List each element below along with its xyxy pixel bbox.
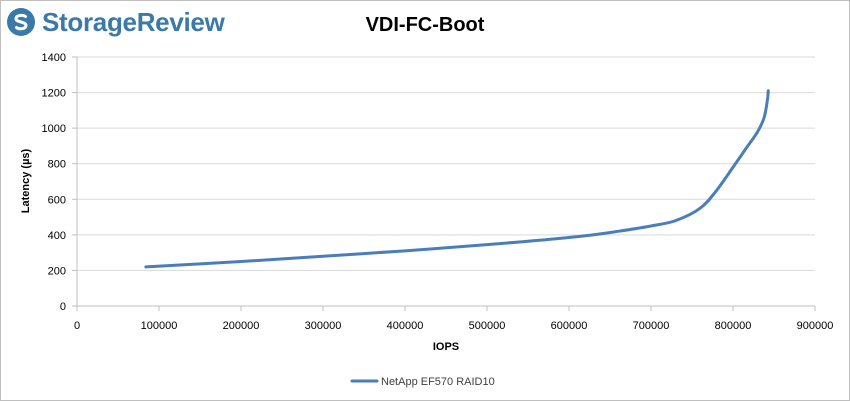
x-axis-label: IOPS [433,341,459,353]
y-axis-label: Latency (µs) [20,148,32,213]
legend-label: NetApp EF570 RAID10 [381,376,495,388]
x-tick-label: 500000 [469,320,506,332]
x-tick-label: 800000 [715,320,752,332]
x-tick-label: 200000 [223,320,260,332]
y-tick-label: 0 [60,301,66,313]
x-tick-label: 700000 [633,320,670,332]
x-tick-label: 0 [74,320,80,332]
grid-lines [77,56,815,271]
series-line [144,89,770,269]
y-tick-label: 200 [48,265,66,277]
storagereview-logo-icon [7,8,35,36]
y-tick-label: 400 [48,230,66,242]
y-tick-label: 1000 [42,123,66,135]
x-tick-label: 600000 [551,320,588,332]
x-tick-label: 900000 [797,320,834,332]
y-tick-label: 1200 [42,88,66,100]
storagereview-logo: StorageReview [6,5,225,39]
chart-title: VDI-FC-Boot [365,14,485,36]
series-lines [144,89,770,269]
x-tick-label: 100000 [141,320,178,332]
x-tick-label: 400000 [387,320,424,332]
tick-labels: 0 200 400 600 800 1000 1200 1400 0 100000 200000 30… [42,52,834,332]
legend: NetApp EF570 RAID10 [350,376,495,388]
y-tick-label: 1400 [42,52,66,64]
axes [72,56,816,311]
logo-text: StorageReview [42,6,225,37]
y-tick-label: 600 [48,194,66,206]
y-tick-label: 800 [48,159,66,171]
x-tick-label: 300000 [305,320,342,332]
